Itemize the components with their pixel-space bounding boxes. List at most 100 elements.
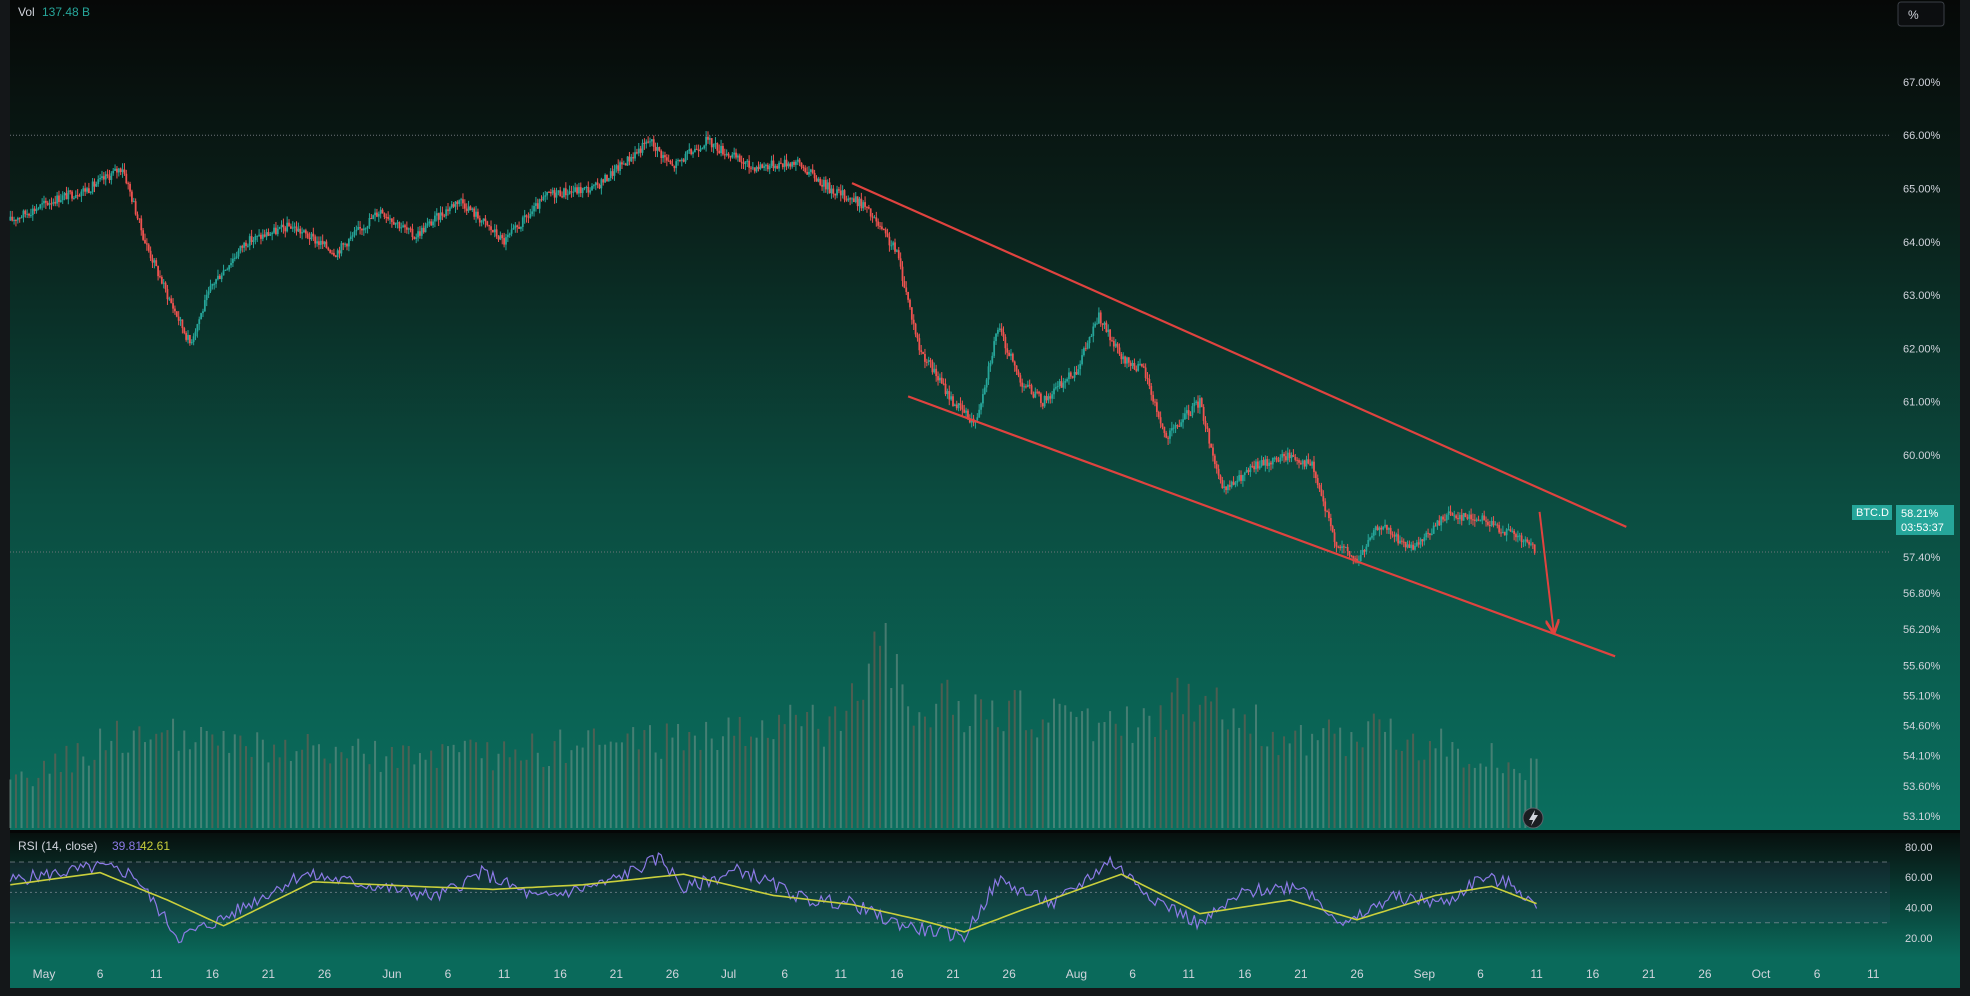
time-axis-tick-label: 21 — [1294, 967, 1308, 981]
candle-body — [1380, 527, 1383, 530]
candle-body — [284, 227, 287, 232]
volume-bar — [1322, 728, 1325, 828]
candle-body — [892, 242, 895, 246]
candle-body — [1350, 555, 1353, 557]
channel-upper-line[interactable] — [851, 182, 1627, 528]
candle-body — [308, 237, 311, 240]
volume-bar — [1182, 714, 1185, 828]
candle-body — [1243, 472, 1246, 476]
volume-bar — [609, 741, 612, 828]
candle-body — [957, 403, 960, 409]
candle-body — [579, 187, 582, 194]
candle-body — [269, 234, 272, 236]
candle-body — [787, 163, 790, 167]
candle-body — [890, 245, 893, 247]
volume-bar — [65, 745, 68, 828]
candle-body — [76, 195, 79, 197]
volume-bar — [1086, 708, 1089, 828]
candle-body — [1240, 475, 1242, 481]
candle-body — [1298, 460, 1300, 463]
candle-body — [1365, 546, 1368, 552]
candle-body — [1060, 381, 1063, 388]
price-axis-tick-label: 65.00% — [1903, 184, 1941, 196]
candle-body — [1432, 525, 1435, 534]
candle-body — [1352, 555, 1355, 559]
candle-body — [1386, 524, 1388, 530]
candle-body — [1464, 513, 1467, 518]
candle-body — [920, 350, 923, 352]
volume-bar — [1451, 742, 1454, 828]
candle-body — [33, 208, 36, 212]
candle-body — [738, 155, 741, 162]
candle-body — [1047, 396, 1050, 401]
candle-body — [1423, 537, 1426, 542]
candle-body — [673, 165, 676, 169]
time-axis-tick-label: 11 — [1867, 967, 1880, 981]
volume-bar — [458, 752, 461, 828]
candle-body — [1011, 353, 1014, 362]
candle-body — [607, 177, 610, 182]
volume-histogram — [9, 623, 1538, 828]
rsi-legend-value: 39.81 — [112, 839, 142, 853]
candle-body — [929, 360, 932, 362]
channel-lower-line[interactable] — [907, 395, 1616, 658]
candle-body — [563, 188, 565, 197]
candle-body — [1412, 544, 1415, 550]
trend-channel-drawings[interactable] — [851, 182, 1627, 658]
scale-mode-button[interactable]: % — [1897, 1, 1945, 27]
candle-body — [693, 148, 696, 153]
candle-body — [56, 195, 58, 204]
volume-bar — [486, 742, 489, 828]
rsi-band-fill — [10, 862, 1890, 923]
volume-bar — [845, 710, 848, 828]
candle-body — [366, 226, 369, 229]
volume-bar — [1389, 718, 1392, 828]
candle-body — [1004, 336, 1007, 349]
candle-body — [265, 232, 268, 237]
candle-body — [910, 307, 913, 320]
time-axis[interactable]: May 6 11 16 21 26 Jun 6 11 16 21 26 Jul 6 11 16 21 26 Aug 6… — [33, 967, 1880, 981]
time-axis-tick-label: 21 — [262, 967, 276, 981]
candle-body — [1415, 542, 1418, 546]
candle-body — [405, 227, 408, 230]
volume-bar — [390, 746, 393, 828]
volume-bar — [581, 747, 584, 828]
candle-body — [542, 196, 545, 200]
candle-body — [134, 201, 137, 215]
candle-body — [735, 152, 737, 158]
time-axis-tick-label: 11 — [835, 967, 848, 981]
flash-icon[interactable] — [1522, 807, 1544, 829]
candle-body — [959, 403, 962, 406]
candle-body — [1509, 529, 1512, 532]
candle-body — [832, 188, 835, 194]
volume-bar — [402, 745, 405, 828]
candle-body — [1002, 332, 1005, 337]
candle-body — [744, 161, 747, 164]
down-arrow[interactable] — [1538, 511, 1554, 632]
rsi-axis-tick-label: 40.00 — [1905, 903, 1933, 915]
candle-body — [1285, 456, 1287, 461]
candle-body — [175, 311, 178, 317]
candle-body — [882, 229, 885, 231]
candle-body — [998, 328, 1001, 330]
candle-body — [319, 240, 322, 245]
candle-body — [422, 227, 425, 233]
volume-bar — [43, 760, 45, 828]
candle-body — [1457, 517, 1459, 520]
candle-body — [415, 237, 418, 239]
candle-body — [1404, 541, 1407, 548]
candle-body — [1038, 391, 1040, 394]
candle-body — [232, 258, 234, 264]
volume-bar — [1400, 750, 1403, 828]
rsi-axis[interactable]: 80.00 60.00 40.00 20.00 — [1905, 842, 1933, 945]
candle-body — [1189, 415, 1192, 417]
candle-body — [740, 161, 743, 163]
rsi-legend-ma-value: 42.61 — [140, 839, 170, 853]
candle-body — [948, 391, 951, 400]
candle-body — [1195, 401, 1198, 403]
candle-body — [145, 243, 148, 245]
volume-bar — [1226, 729, 1229, 828]
price-axis[interactable]: 67.00% 66.00% 65.00% 64.00% 63.00% 62.00% 61.0… — [1903, 77, 1941, 823]
candle-body — [656, 147, 659, 151]
